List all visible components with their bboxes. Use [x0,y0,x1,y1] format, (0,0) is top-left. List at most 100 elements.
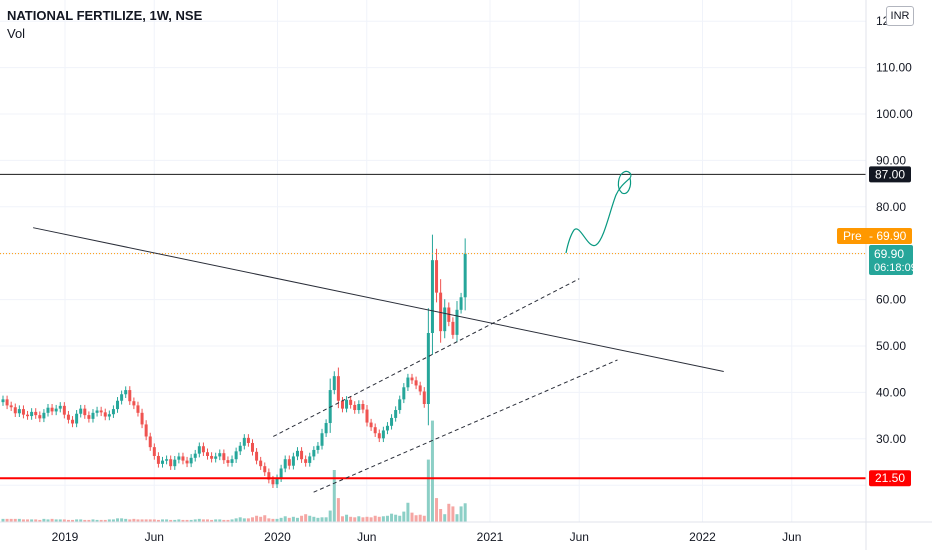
candle-body [9,405,13,408]
candle-body [17,409,21,414]
volume-bar [222,519,226,522]
candle-body [312,449,316,457]
volume-bar [181,519,185,522]
candle-body [169,459,173,467]
candle-body [271,479,275,485]
volume-bar [214,519,218,522]
volume-bar [402,511,406,522]
last-price-box [869,245,913,275]
volume-bar [206,519,209,522]
pre-label: Pre [843,229,862,243]
x-tick-label: 2020 [264,530,291,544]
volume-bar [349,516,353,522]
candle-body [107,414,111,417]
volume-bar [287,517,291,522]
candle-body [173,459,177,467]
volume-bar [345,514,349,522]
volume-bar [161,519,165,522]
candle-body [255,451,259,461]
candle-body [357,404,361,411]
candle-body [410,377,414,381]
volume-bar [238,517,242,522]
candle-body [13,407,17,414]
volume-bar [447,503,451,522]
volume-bar [275,518,279,522]
volume-bar [79,519,83,522]
volume-bar [26,519,30,522]
candle-body [238,445,242,452]
candle-body [140,412,144,425]
candle-body [148,436,152,448]
candle-body [136,405,140,413]
volume-bar [66,519,70,522]
volume-bar [426,459,430,522]
candle-body [38,415,42,419]
candle-body [71,419,75,424]
candle-body [214,456,218,459]
candle-body [459,297,463,310]
channel-lower-line [313,359,618,493]
candle-body [226,460,230,463]
volume-bar [75,519,79,522]
candle-body [332,376,336,391]
candle-body [156,455,160,464]
x-tick-label: 2019 [52,530,79,544]
volume-bar [156,519,160,522]
volume-bar [87,519,91,522]
candle-body [234,451,238,460]
candle-body [5,399,9,406]
candle-body [193,453,197,458]
volume-bar [463,503,467,522]
candle-body [275,478,279,485]
volume-bar [353,517,357,522]
candle-body [291,456,295,466]
candle-body [340,400,344,409]
candle-body [103,412,107,417]
volume-bar [377,516,381,522]
candle-body [324,423,328,434]
y-tick-label: 100.00 [876,107,913,121]
volume-bar [226,519,230,522]
candle-body [91,412,95,419]
candle-body [50,407,54,412]
currency-button[interactable]: INR [886,6,914,26]
volume-bar [116,518,120,522]
candle-body [58,405,62,409]
volume-bar [246,518,250,522]
volume-bar [410,512,414,522]
volume-bar [46,519,50,522]
volume-bar [210,519,214,522]
chart-title: NATIONAL FERTILIZE, 1W, NSE [7,8,203,23]
candle-body [185,460,189,464]
volume-bar [193,519,197,522]
candle-body [87,415,91,419]
volume-bar [340,516,344,522]
candle-body [177,456,181,460]
candle-body [263,466,267,473]
volume-bar [99,519,103,522]
volume-bar [197,518,201,522]
volume-bar [34,519,38,522]
volume-bar [255,515,259,522]
y-tick-label: 60.00 [876,293,906,307]
candle-body [42,412,46,419]
volume-bar [300,515,304,522]
candle-body [46,407,50,413]
candle-body [455,309,459,335]
pre-price: - 69.90 [869,229,907,243]
y-tick-label: 50.00 [876,339,906,353]
volume-bar [267,518,271,522]
volume-bar [414,515,418,522]
x-tick-label: Jun [145,530,164,544]
volume-bar [71,519,75,522]
candle-body [402,387,406,400]
candle-body [75,413,79,424]
candle-body [361,404,365,410]
volume-bar [398,515,402,522]
volume-bar [54,519,58,522]
volume-bar [230,519,234,522]
volume-bar [324,517,328,522]
volume-bar [152,519,156,522]
volume-bar [279,517,283,522]
